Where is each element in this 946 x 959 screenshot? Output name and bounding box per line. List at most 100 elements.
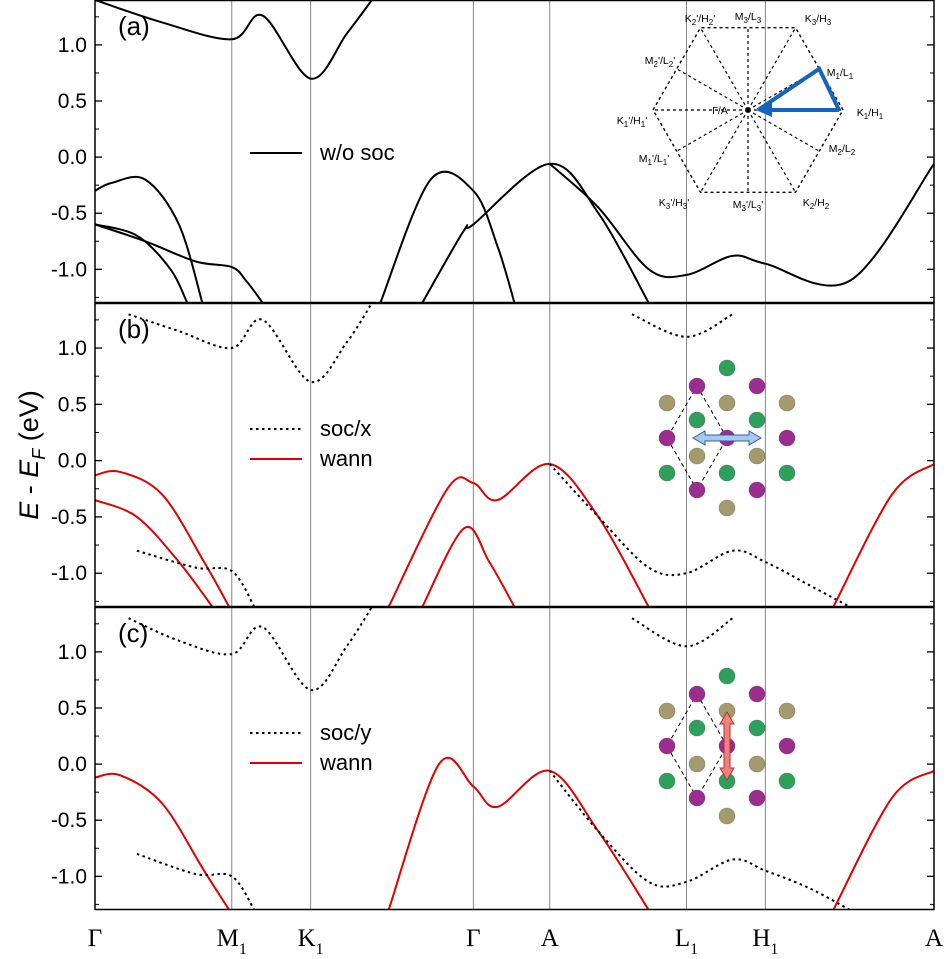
- k-point-label: K1: [298, 925, 324, 958]
- panel-label: (a): [118, 11, 150, 41]
- atom: [688, 481, 706, 499]
- k-point-label: Γ: [466, 925, 480, 952]
- k-point-main: Γ: [88, 925, 102, 952]
- panel-c: 1.0 0.5 0.0 -0.5 -1.0 (c) soc/y wann: [51, 606, 935, 911]
- labels-layer: Γ M1 K1 Γ A L1 H1 AE - EF (eV): [14, 390, 943, 958]
- band-line-wosoc: [95, 175, 204, 303]
- band-line-wann: [95, 772, 231, 910]
- atom: [748, 719, 766, 737]
- band-line-wann: [421, 525, 516, 607]
- bz-label-sub2: 3: [683, 202, 688, 211]
- bz-label: M3/L3: [735, 11, 762, 25]
- atom: [688, 411, 706, 429]
- atom: [748, 481, 766, 499]
- band-line-wann: [832, 769, 934, 910]
- bz-label-rest: '/H: [670, 197, 683, 209]
- panels-layer: 1.0 0.5 0.0 -0.5 -1.0 (a) w/o soc 1.0 0.5 0.0 -0.5…: [51, 0, 935, 911]
- bz-label-main: K: [857, 107, 864, 119]
- bz-label-main: M: [735, 11, 744, 23]
- bz-label: K1/H1: [857, 107, 884, 121]
- k-point-main: M: [217, 925, 239, 952]
- k-point-main: A: [925, 925, 943, 952]
- band-line-wosoc: [549, 163, 934, 287]
- band-line-socx: [128, 303, 373, 383]
- bz-label: K3'/H3': [659, 197, 689, 211]
- atom: [748, 789, 766, 807]
- bz-label-end: ': [687, 197, 689, 209]
- bz-label-end: ': [673, 55, 675, 67]
- y-tick-label: -0.5: [51, 809, 87, 832]
- atom: [688, 377, 706, 395]
- bz-hexagon: [652, 27, 844, 193]
- bz-label: K3/H3: [805, 13, 832, 27]
- atom: [718, 464, 736, 482]
- atom: [748, 411, 766, 429]
- k-point-main: L: [675, 925, 690, 952]
- legend-text: wann: [319, 750, 373, 775]
- panel-frame: [94, 606, 935, 911]
- bz-spoke: [699, 109, 749, 193]
- band-line-wosoc: [95, 223, 264, 303]
- bz-label-rest: '/H: [628, 115, 641, 127]
- bz-label-rest: '/L: [652, 153, 663, 165]
- panel-a: 1.0 0.5 0.0 -0.5 -1.0 (a) w/o soc: [51, 0, 935, 304]
- k-point-main: A: [541, 925, 559, 952]
- bz-label-sub: 2: [692, 18, 697, 27]
- atom: [748, 685, 766, 703]
- panel-label: (b): [118, 314, 150, 344]
- atom: [658, 429, 676, 447]
- k-point-sub: 1: [770, 941, 778, 958]
- bz-label-main: K: [685, 13, 692, 25]
- bz-label-main: M: [645, 55, 654, 67]
- k-point-sub: 1: [239, 941, 247, 958]
- k-point-label: A: [925, 925, 943, 952]
- y-label-e: E: [14, 501, 44, 520]
- bz-label-sub: 1: [624, 120, 629, 129]
- bz-label-main: K: [805, 13, 812, 25]
- y-tick-label: 0.5: [58, 90, 87, 113]
- bz-label-sub: 3: [744, 16, 749, 25]
- bz-midline: [747, 109, 820, 152]
- bz-label-sub: 3: [742, 204, 747, 213]
- atom: [778, 429, 796, 447]
- atom: [658, 737, 676, 755]
- bz-label-sub: 2: [838, 148, 843, 157]
- bz-label-end: ': [761, 199, 763, 211]
- bz-label-sub: 1: [836, 72, 841, 81]
- bz-label-rest: '/L: [746, 199, 757, 211]
- bz-label-sub: 3: [812, 18, 817, 27]
- y-axis-label: E - EF (eV): [14, 390, 49, 520]
- y-tick-label: 1.0: [58, 641, 87, 664]
- bz-label-sub2: 1: [879, 112, 884, 121]
- k-point-label: Γ: [88, 925, 102, 952]
- legend-text: soc/y: [320, 720, 371, 745]
- bz-label-main: M: [733, 199, 742, 211]
- y-tick-label: 0.5: [58, 393, 87, 416]
- series-group: [95, 0, 934, 303]
- bz-label-sub: 2: [810, 202, 815, 211]
- bz-label-sub2: 1: [663, 158, 668, 167]
- atom: [778, 737, 796, 755]
- bz-label-end: ': [645, 115, 647, 127]
- band-line-wosoc: [379, 170, 516, 303]
- bz-label-sub: 3: [666, 202, 671, 211]
- lattice-cell: [666, 692, 728, 800]
- bz-label-rest: /L: [748, 11, 757, 23]
- atom: [718, 359, 736, 377]
- panel-frame: [94, 302, 935, 608]
- atom: [658, 394, 676, 412]
- bz-label: K1'/H1': [617, 115, 647, 129]
- bz-label: M1'/L1': [639, 153, 669, 167]
- bz-label-sub2: 2: [709, 18, 714, 27]
- atom: [718, 394, 736, 412]
- atom: [778, 394, 796, 412]
- bz-label-sub2: 3: [757, 204, 762, 213]
- atom: [658, 772, 676, 790]
- bz-label-sub2: 2: [851, 148, 856, 157]
- k-point-main: H: [752, 925, 770, 952]
- bz-midline: [676, 68, 749, 111]
- band-line-wosoc: [421, 162, 650, 303]
